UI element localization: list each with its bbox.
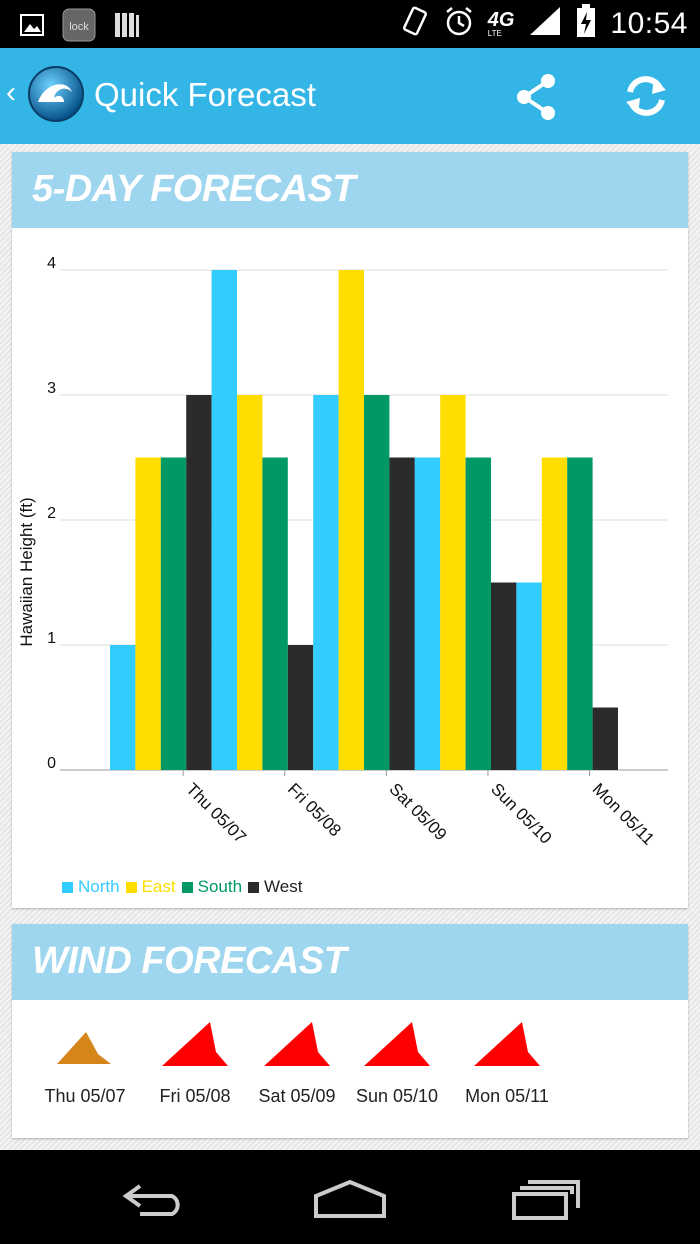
svg-text:lock: lock — [69, 21, 89, 33]
chart-bar — [364, 395, 390, 770]
battery-charging-icon — [576, 4, 596, 43]
gallery-icon — [20, 13, 44, 42]
legend-item: East — [125, 877, 176, 897]
action-bar: ‹ Quick Forecast — [0, 48, 700, 144]
home-icon[interactable] — [312, 1178, 388, 1225]
chart-bar — [110, 645, 136, 770]
chart-bar — [135, 457, 161, 770]
vibrate-icon — [400, 5, 430, 42]
forecast-title: 5-DAY FORECAST — [32, 168, 356, 210]
forecast-header: 5-DAY FORECAST — [12, 152, 688, 228]
chart-y-tick-label: 2 — [47, 505, 56, 522]
wind-day-label: Sat 05/09 — [258, 1086, 336, 1106]
wind-title: WIND FORECAST — [32, 940, 347, 982]
wind-day-label: Sun 05/10 — [355, 1086, 439, 1106]
wind-day-label: Fri 05/08 — [159, 1086, 231, 1106]
chart-bar — [414, 457, 441, 770]
chart-bar — [440, 395, 466, 770]
library-icon — [114, 11, 140, 44]
wind-day-item: Fri 05/08 — [140, 1018, 250, 1106]
chart-bar — [592, 707, 618, 770]
wind-day-item: Sat 05/09 — [242, 1018, 352, 1106]
chart-bar — [491, 582, 517, 770]
legend-label: North — [78, 877, 120, 896]
chart-bar — [160, 457, 187, 770]
forecast-chart: 0 1 2 3 4 Thu 05/07 Fri 05/08 Sat 05/09 Sun 05/… — [17, 255, 668, 849]
chart-bar — [186, 395, 212, 770]
wind-direction-icon — [264, 1022, 330, 1066]
wind-direction-icon — [474, 1022, 540, 1066]
signal-icon — [528, 5, 562, 42]
chart-y-tick-label: 4 — [47, 255, 56, 272]
legend-label: East — [141, 877, 176, 896]
chart-bar — [237, 395, 263, 770]
chart-x-tick-label: Sat 05/09 — [386, 779, 451, 844]
wind-day-item: Sun 05/10 — [342, 1018, 452, 1106]
chart-bar — [338, 270, 364, 770]
chart-bar — [567, 457, 593, 770]
legend-swatch — [62, 881, 73, 893]
wind-day-label: Mon 05/11 — [465, 1086, 549, 1106]
chart-bar — [465, 457, 491, 770]
wind-day-item: Mon 05/11 — [452, 1018, 562, 1106]
legend-label: South — [197, 877, 243, 896]
page-title: Quick Forecast — [94, 76, 316, 113]
legend-item: South — [181, 877, 243, 897]
chart-y-tick-label: 0 — [47, 755, 56, 772]
lock-app-icon: lock — [62, 8, 96, 47]
chart-bar — [541, 457, 568, 770]
alarm-icon — [444, 5, 474, 42]
back-icon[interactable] — [120, 1178, 190, 1223]
wind-direction-icon — [162, 1022, 228, 1066]
chart-bar — [287, 645, 314, 770]
wind-direction-icon — [364, 1022, 430, 1066]
wind-card: WIND FORECAST Thu 05/07 Fri 05/08 Sat 05/0… — [12, 924, 688, 1138]
chart-y-tick-label: 3 — [47, 380, 56, 397]
navigation-bar — [0, 1150, 700, 1244]
wind-day-label: Thu 05/07 — [44, 1086, 126, 1106]
chart-x-tick-label: Fri 05/08 — [284, 779, 345, 840]
chart-x-tick-label: Mon 05/11 — [589, 779, 658, 848]
legend-swatch — [181, 881, 193, 893]
share-icon[interactable] — [510, 70, 564, 129]
wind-header: WIND FORECAST — [12, 924, 688, 1000]
recents-icon[interactable] — [510, 1178, 582, 1227]
chart-legend: North East South West — [62, 877, 308, 897]
chart-bar — [313, 395, 339, 770]
chart-bar — [516, 582, 542, 770]
clock: 10:54 — [610, 6, 688, 40]
wind-day-item: Thu 05/07 — [30, 1018, 140, 1106]
app-logo-icon[interactable] — [26, 64, 86, 129]
legend-swatch — [248, 881, 260, 893]
chart-y-tick-label: 1 — [47, 630, 56, 647]
legend-swatch — [125, 881, 137, 893]
network-sublabel: LTE — [487, 28, 502, 38]
network-label: 4G — [487, 8, 515, 31]
refresh-icon[interactable] — [618, 68, 674, 129]
chart-y-axis-label: Hawaiian Height (ft) — [17, 497, 36, 646]
legend-label: West — [264, 877, 303, 896]
wind-list: Thu 05/07 Fri 05/08 Sat 05/09 Sun 05/10 Mon … — [12, 1018, 688, 1118]
up-chevron-icon[interactable]: ‹ — [6, 76, 16, 109]
chart-bar — [211, 270, 237, 770]
chart-x-tick-label: Thu 05/07 — [182, 779, 250, 847]
legend-item: West — [248, 877, 302, 897]
status-bar: lock 4G LTE 10:54 — [0, 0, 700, 48]
network-type: 4G LTE — [488, 10, 515, 38]
forecast-card: 5-DAY FORECAST 0 1 2 3 4 Thu 05/07 Fri 05/08 S… — [12, 152, 688, 908]
chart-bar — [262, 457, 288, 770]
chart-bar — [389, 457, 415, 770]
legend-item: North — [62, 877, 120, 897]
chart-x-tick-label: Sun 05/10 — [487, 779, 555, 847]
wind-direction-icon — [57, 1032, 111, 1064]
